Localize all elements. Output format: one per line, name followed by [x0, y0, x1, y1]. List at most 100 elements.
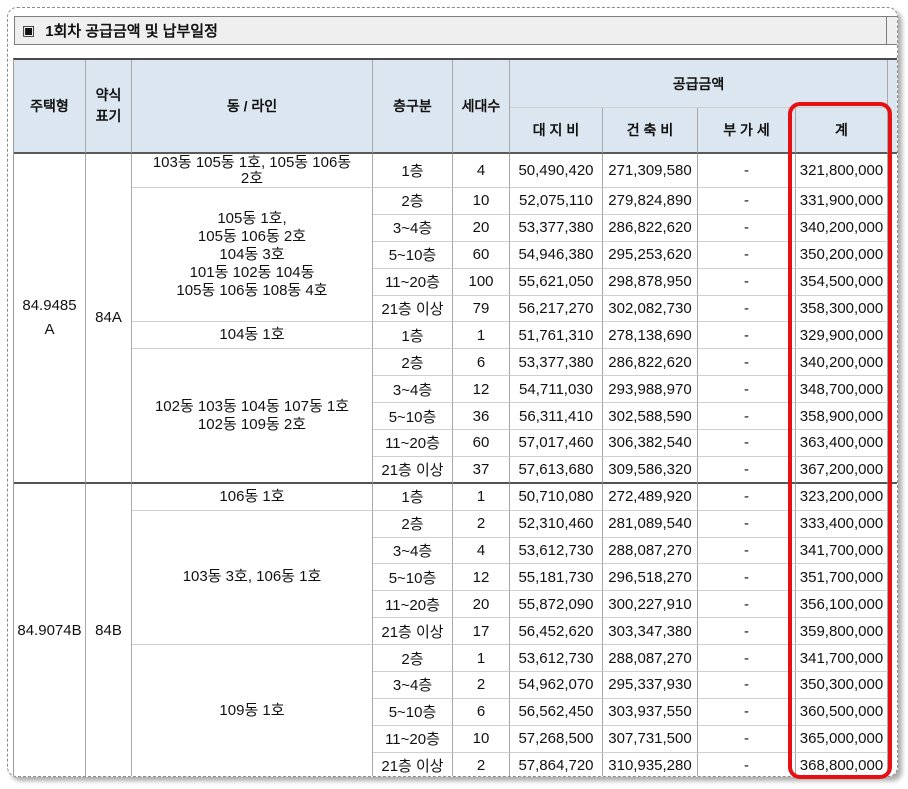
total-cell: 365,000,000 — [796, 725, 888, 753]
building-cost-cell: 306,382,540 — [603, 430, 698, 457]
total-cell: 329,900,000 — [796, 322, 888, 350]
header-floor: 층구분 — [373, 60, 453, 154]
next-column-cell — [888, 154, 897, 484]
vat-cell: - — [698, 188, 796, 215]
units-cell: 2 — [453, 752, 510, 776]
housing-type-text: A — [44, 320, 55, 338]
total-cell: 340,200,000 — [796, 214, 888, 242]
section-title-bar: ▣ 1회차 공급금액 및 납부일정 — [14, 16, 887, 45]
vat-cell: - — [698, 322, 796, 350]
land-cost-cell: 53,377,380 — [510, 349, 603, 377]
header-units: 세대수 — [453, 60, 510, 154]
floor-cell: 21층 이상 — [373, 752, 453, 776]
building-cost-cell: 298,878,950 — [603, 268, 698, 296]
units-cell: 6 — [453, 349, 510, 377]
floor-cell: 5~10층 — [373, 698, 453, 726]
floor-cell: 3~4층 — [373, 214, 453, 242]
building-line-text: 2호 — [240, 169, 264, 187]
header-supply-price: 공급금액 — [510, 60, 888, 108]
floor-cell: 2층 — [373, 510, 453, 538]
land-cost-cell: 50,490,420 — [510, 154, 603, 188]
floor-cell: 3~4층 — [373, 672, 453, 699]
land-cost-cell: 50,710,080 — [510, 483, 603, 511]
building-cost-cell: 272,489,920 — [603, 483, 698, 511]
floor-cell: 3~4층 — [373, 537, 453, 565]
units-cell: 60 — [453, 241, 510, 269]
land-cost-cell: 56,311,410 — [510, 403, 603, 431]
units-cell: 1 — [453, 483, 510, 511]
total-cell: 358,300,000 — [796, 295, 888, 323]
header-next-column — [888, 60, 897, 154]
units-cell: 4 — [453, 154, 510, 188]
header-building-cost: 건 축 비 — [603, 108, 698, 154]
units-cell: 20 — [453, 591, 510, 619]
vat-cell: - — [698, 752, 796, 776]
total-cell: 321,800,000 — [796, 154, 888, 188]
units-cell: 4 — [453, 537, 510, 565]
total-cell: 350,300,000 — [796, 672, 888, 699]
building-line-cell: 103동 105동 1호, 105동 106동 2호 — [132, 154, 373, 188]
units-cell: 100 — [453, 268, 510, 296]
vat-cell: - — [698, 645, 796, 673]
total-cell: 356,100,000 — [796, 591, 888, 619]
building-cost-cell: 310,935,280 — [603, 752, 698, 776]
building-cost-cell: 288,087,270 — [603, 537, 698, 565]
floor-cell: 21층 이상 — [373, 295, 453, 323]
building-cost-cell: 295,337,930 — [603, 672, 698, 699]
building-cost-cell: 271,309,580 — [603, 154, 698, 188]
land-cost-cell: 53,612,730 — [510, 645, 603, 673]
land-cost-cell: 54,962,070 — [510, 672, 603, 699]
header-land-cost: 대 지 비 — [510, 108, 603, 154]
next-column-cell — [888, 484, 897, 776]
floor-cell: 21층 이상 — [373, 618, 453, 646]
building-cost-cell: 286,822,620 — [603, 349, 698, 377]
housing-type-cell: 84.9485 A — [14, 154, 86, 484]
units-cell: 20 — [453, 214, 510, 242]
total-cell: 331,900,000 — [796, 188, 888, 215]
header-short-label-text: 표기 — [95, 108, 122, 124]
units-cell: 2 — [453, 510, 510, 538]
floor-cell: 11~20층 — [373, 591, 453, 619]
floor-cell: 2층 — [373, 645, 453, 673]
land-cost-cell: 55,872,090 — [510, 591, 603, 619]
total-cell: 368,800,000 — [796, 752, 888, 776]
building-line-text: 102동 109동 2호 — [197, 415, 307, 433]
building-line-text: 104동 1호 — [219, 326, 285, 344]
floor-cell: 5~10층 — [373, 564, 453, 592]
units-cell: 1 — [453, 645, 510, 673]
land-cost-cell: 56,562,450 — [510, 698, 603, 726]
vat-cell: - — [698, 618, 796, 646]
units-cell: 1 — [453, 322, 510, 350]
housing-type-cell: 84.9074B — [14, 483, 86, 776]
housing-type-text: 84.9485 — [22, 296, 77, 314]
building-cost-cell: 303,937,550 — [603, 698, 698, 726]
units-cell: 37 — [453, 456, 510, 484]
vat-cell: - — [698, 672, 796, 699]
building-cost-cell: 309,586,320 — [603, 456, 698, 484]
building-cost-cell: 281,089,540 — [603, 510, 698, 538]
total-cell: 367,200,000 — [796, 456, 888, 484]
header-total: 계 — [796, 108, 888, 154]
total-cell: 359,800,000 — [796, 618, 888, 646]
total-cell: 354,500,000 — [796, 268, 888, 296]
building-line-text: 109동 1호 — [219, 702, 285, 720]
land-cost-cell: 53,377,380 — [510, 214, 603, 242]
building-line-cell: 109동 1호 — [132, 645, 373, 776]
land-cost-cell: 57,613,680 — [510, 456, 603, 484]
building-line-text: 106동 1호 — [219, 487, 285, 505]
building-cost-cell: 286,822,620 — [603, 214, 698, 242]
floor-cell: 1층 — [373, 322, 453, 350]
land-cost-cell: 52,075,110 — [510, 188, 603, 215]
building-line-cell: 102동 103동 104동 107동 1호 102동 109동 2호 — [132, 349, 373, 484]
land-cost-cell: 54,946,380 — [510, 241, 603, 269]
short-label-cell: 84A — [86, 154, 132, 484]
building-cost-cell: 296,518,270 — [603, 564, 698, 592]
building-line-cell: 104동 1호 — [132, 322, 373, 350]
total-cell: 333,400,000 — [796, 510, 888, 538]
vat-cell: - — [698, 376, 796, 404]
supply-price-table: 주택형 약식 표기 동 / 라인 층구분 세대수 공급금액 대 지 비 건 축 … — [13, 58, 897, 776]
total-cell: 348,700,000 — [796, 376, 888, 404]
vat-cell: - — [698, 241, 796, 269]
document-frame: ▣ 1회차 공급금액 및 납부일정 주택형 약식 표기 동 / 라인 층구분 세… — [7, 7, 898, 777]
building-line-text: 104동 3호 — [219, 245, 285, 263]
